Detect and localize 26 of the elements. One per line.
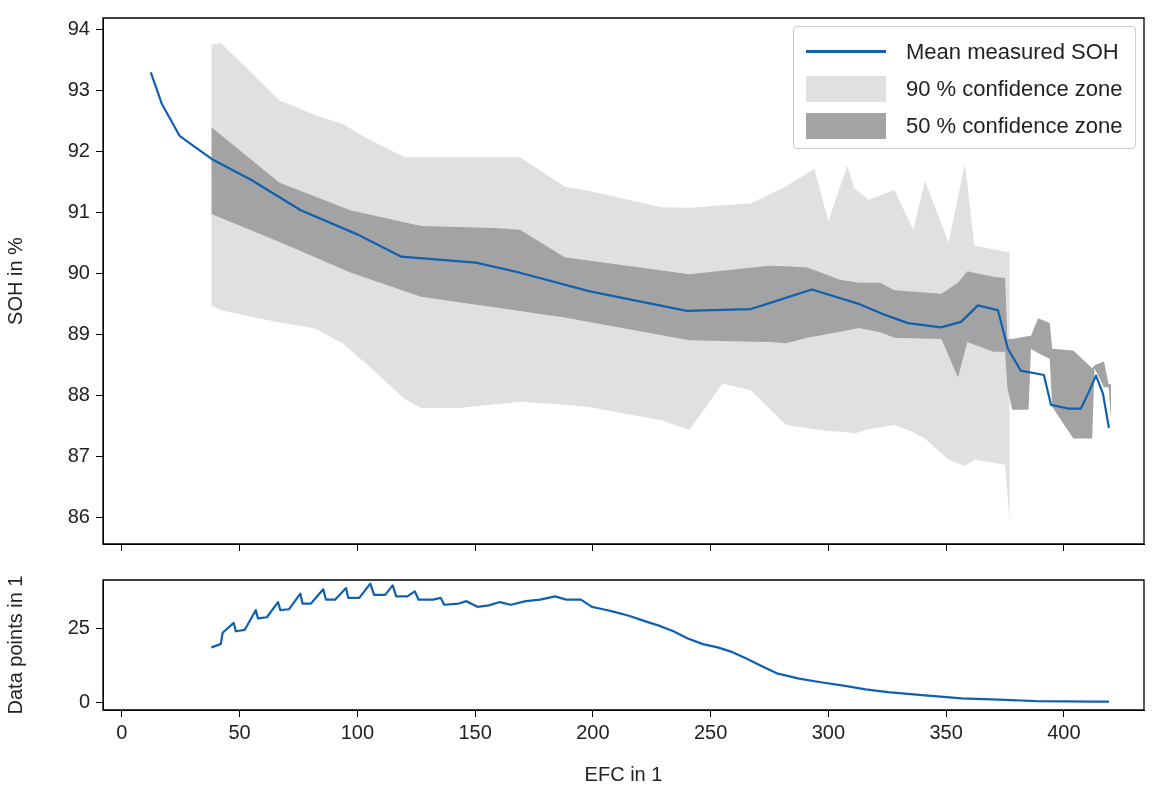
y-tick-label: 91: [67, 200, 90, 223]
y-tick-label: 87: [67, 444, 90, 467]
y-tick-label: 0: [78, 690, 90, 713]
y-tick-label: 86: [67, 505, 90, 528]
legend-label: 50 % confidence zone: [906, 112, 1123, 139]
x-tick-label: 350: [929, 720, 963, 743]
legend-label: Mean measured SOH: [906, 38, 1119, 65]
x-tick-label: 250: [693, 720, 728, 743]
x-tick-label: 300: [811, 720, 846, 743]
x-tick-label: 0: [116, 720, 128, 743]
y-tick-label: 90: [67, 261, 90, 284]
y-tick-label: 88: [67, 383, 90, 406]
y-tick-label: 93: [67, 78, 90, 101]
x-tick-label: 200: [576, 720, 610, 743]
y-axis-title: Data points in 1: [3, 575, 26, 715]
x-axis-title: EFC in 1: [584, 762, 663, 785]
legend-label: 90 % confidence zone: [906, 75, 1123, 102]
x-tick-label: 50: [228, 720, 251, 743]
y-tick-label: 94: [67, 17, 90, 40]
x-tick-label: 400: [1047, 720, 1081, 743]
y-axis-title: SOH in %: [3, 236, 26, 325]
y-tick-label: 92: [67, 139, 90, 162]
y-tick-label: 25: [67, 615, 90, 638]
x-tick-label: 150: [458, 720, 492, 743]
x-tick-label: 100: [340, 720, 375, 743]
y-tick-label: 89: [67, 322, 90, 345]
